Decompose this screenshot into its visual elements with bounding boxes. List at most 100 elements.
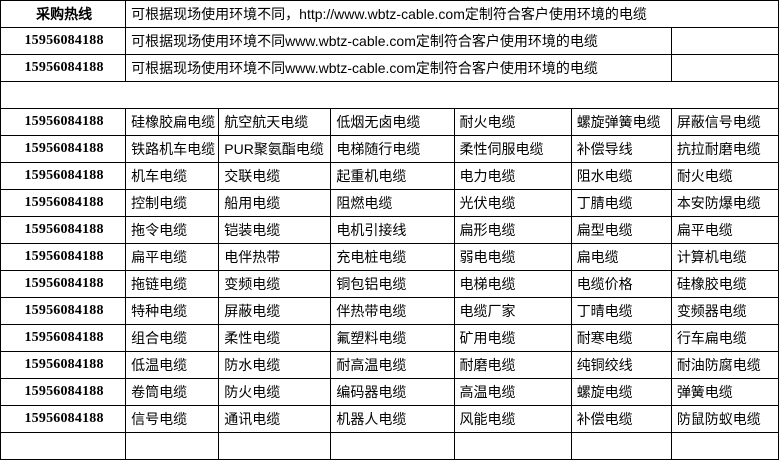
product-cell: 耐高温电缆	[330, 351, 455, 379]
phone-number: 15956084188	[0, 405, 127, 433]
product-cell: 行车扁电缆	[670, 324, 779, 352]
product-cell: 柔性电缆	[218, 324, 332, 352]
product-cell: 防鼠防蚁电缆	[670, 405, 779, 433]
product-cell: 矿用电缆	[453, 324, 572, 352]
table-row: 15956084188 拖链电缆 变频电缆 铜包铝电缆 电梯电缆 电缆价格 硅橡…	[0, 270, 779, 298]
product-cell: 低烟无卤电缆	[330, 108, 455, 136]
product-cell: 硅橡胶电缆	[670, 270, 779, 298]
product-cell: 补偿导线	[570, 135, 672, 163]
product-cell: 变频器电缆	[670, 297, 779, 325]
product-cell: 信号电缆	[125, 405, 220, 433]
product-cell: 扁电缆	[570, 243, 672, 271]
product-cell: 航空航天电缆	[218, 108, 332, 136]
product-cell: 卷筒电缆	[125, 378, 220, 406]
phone-number: 15956084188	[0, 351, 127, 379]
phone-number: 15956084188	[0, 297, 127, 325]
phone-number: 15956084188	[0, 189, 127, 217]
product-cell: 交联电缆	[218, 162, 332, 190]
product-cell: 耐磨电缆	[453, 351, 572, 379]
product-cell: 伴热带电缆	[330, 297, 455, 325]
product-cell: 硅橡胶扁电缆	[125, 108, 220, 136]
product-cell: 变频电缆	[218, 270, 332, 298]
empty-cell	[125, 432, 220, 460]
notice-text-2: 可根据现场使用环境不同www.wbtz-cable.com定制符合客户使用环境的…	[125, 54, 672, 82]
table-row-notice-2: 15956084188 可根据现场使用环境不同www.wbtz-cable.co…	[0, 54, 779, 82]
phone-number: 15956084188	[0, 108, 127, 136]
product-cell: 丁晴电缆	[570, 297, 672, 325]
product-cell: 防火电缆	[218, 378, 332, 406]
table-row: 15956084188 组合电缆 柔性电缆 氟塑料电缆 矿用电缆 耐寒电缆 行车…	[0, 324, 779, 352]
product-cell: 补偿电缆	[570, 405, 672, 433]
empty-cell	[0, 432, 127, 460]
product-cell: PUR聚氨酯电缆	[218, 135, 332, 163]
product-cell: 通讯电缆	[218, 405, 332, 433]
table-row-empty	[0, 432, 779, 460]
product-cell: 耐寒电缆	[570, 324, 672, 352]
product-cell: 计算机电缆	[670, 243, 779, 271]
empty-cell	[218, 432, 332, 460]
product-cell: 屏蔽电缆	[218, 297, 332, 325]
phone-number: 15956084188	[0, 243, 127, 271]
product-cell: 丁腈电缆	[570, 189, 672, 217]
product-cell: 组合电缆	[125, 324, 220, 352]
product-cell: 扁型电缆	[570, 216, 672, 244]
product-cell: 船用电缆	[218, 189, 332, 217]
table-row: 15956084188 低温电缆 防水电缆 耐高温电缆 耐磨电缆 纯铜绞线 耐油…	[0, 351, 779, 379]
hotline-label: 采购热线	[0, 0, 127, 28]
phone-number: 15956084188	[0, 378, 127, 406]
product-cell: 机车电缆	[125, 162, 220, 190]
product-cell: 耐火电缆	[453, 108, 572, 136]
phone-number: 15956084188	[0, 216, 127, 244]
spacer-row	[0, 81, 779, 109]
product-cell: 高温电缆	[453, 378, 572, 406]
product-cell: 电缆厂家	[453, 297, 572, 325]
empty-cell	[570, 432, 672, 460]
product-cell: 耐火电缆	[670, 162, 779, 190]
notice-text-1: 可根据现场使用环境不同www.wbtz-cable.com定制符合客户使用环境的…	[125, 27, 672, 55]
product-cell: 屏蔽信号电缆	[670, 108, 779, 136]
empty-cell	[670, 432, 779, 460]
product-cell: 控制电缆	[125, 189, 220, 217]
product-cell: 拖链电缆	[125, 270, 220, 298]
product-cell: 螺旋电缆	[570, 378, 672, 406]
product-cell: 阻水电缆	[570, 162, 672, 190]
product-cell: 螺旋弹簧电缆	[570, 108, 672, 136]
empty-cell	[670, 27, 779, 55]
product-cell: 起重机电缆	[330, 162, 455, 190]
phone-number: 15956084188	[0, 162, 127, 190]
product-cell: 弹簧电缆	[670, 378, 779, 406]
product-cell: 电缆价格	[570, 270, 672, 298]
product-cell: 本安防爆电缆	[670, 189, 779, 217]
table-row: 15956084188 信号电缆 通讯电缆 机器人电缆 风能电缆 补偿电缆 防鼠…	[0, 405, 779, 433]
phone-number: 15956084188	[0, 135, 127, 163]
product-cell: 机器人电缆	[330, 405, 455, 433]
product-cell: 柔性伺服电缆	[453, 135, 572, 163]
empty-cell	[453, 432, 572, 460]
product-cell: 电梯电缆	[453, 270, 572, 298]
phone-number: 15956084188	[0, 54, 127, 82]
phone-number: 15956084188	[0, 27, 127, 55]
product-cell: 风能电缆	[453, 405, 572, 433]
product-cell: 充电桩电缆	[330, 243, 455, 271]
table-row-hotline: 采购热线 可根据现场使用环境不同，http://www.wbtz-cable.c…	[0, 0, 779, 28]
notice-text-0: 可根据现场使用环境不同，http://www.wbtz-cable.com定制符…	[125, 0, 779, 28]
product-cell: 扁平电缆	[125, 243, 220, 271]
table-row: 15956084188 拖令电缆 铠装电缆 电机引接线 扁形电缆 扁型电缆 扁平…	[0, 216, 779, 244]
table-row: 15956084188 硅橡胶扁电缆 航空航天电缆 低烟无卤电缆 耐火电缆 螺旋…	[0, 108, 779, 136]
product-cell: 光伏电缆	[453, 189, 572, 217]
product-cell: 扁形电缆	[453, 216, 572, 244]
product-cell: 阻燃电缆	[330, 189, 455, 217]
table-row-notice-1: 15956084188 可根据现场使用环境不同www.wbtz-cable.co…	[0, 27, 779, 55]
product-cell: 防水电缆	[218, 351, 332, 379]
empty-cell	[670, 54, 779, 82]
product-cell: 扁平电缆	[670, 216, 779, 244]
product-cell: 低温电缆	[125, 351, 220, 379]
phone-number: 15956084188	[0, 324, 127, 352]
product-cell: 电力电缆	[453, 162, 572, 190]
table-row: 15956084188 卷筒电缆 防火电缆 编码器电缆 高温电缆 螺旋电缆 弹簧…	[0, 378, 779, 406]
spacer-cell	[0, 81, 779, 109]
table-row: 15956084188 铁路机车电缆 PUR聚氨酯电缆 电梯随行电缆 柔性伺服电…	[0, 135, 779, 163]
product-cell: 耐油防腐电缆	[670, 351, 779, 379]
